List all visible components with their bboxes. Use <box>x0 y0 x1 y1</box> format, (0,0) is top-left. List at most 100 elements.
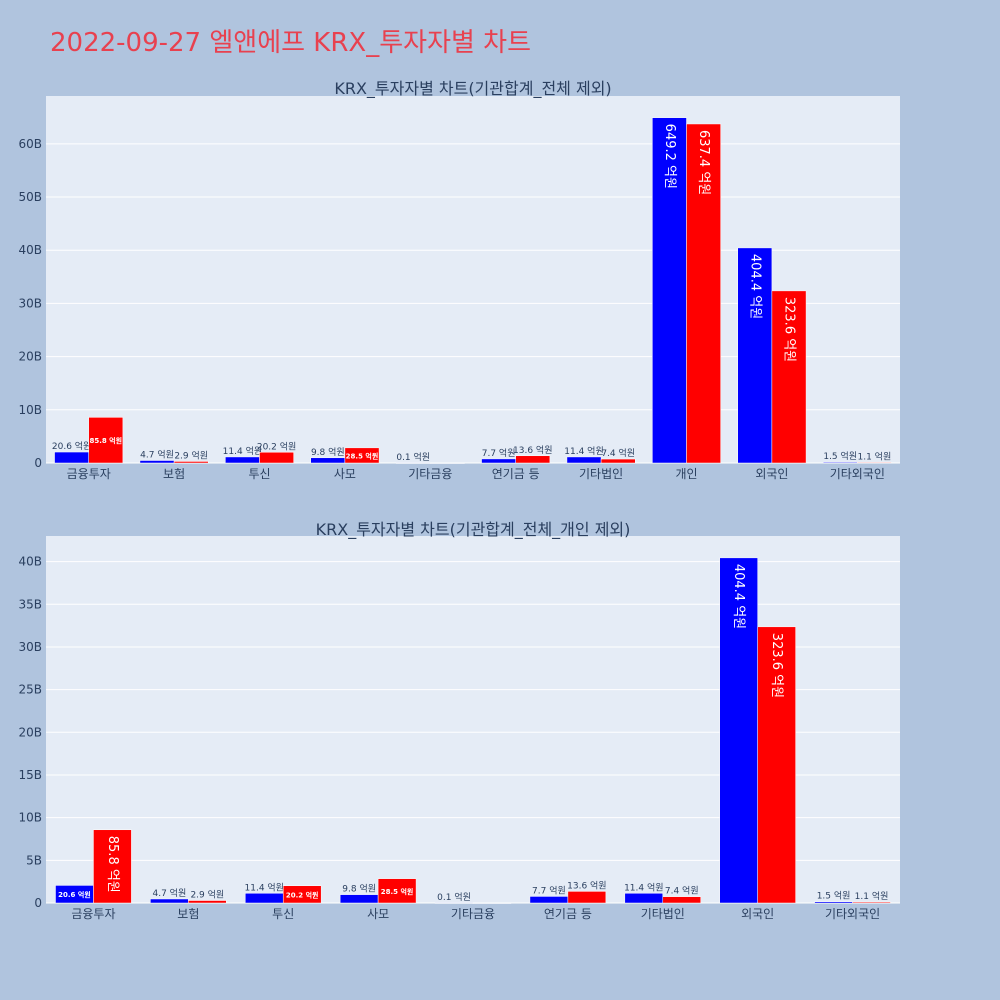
page-title: 2022-09-27 엘앤에프 KRX_투자자별 차트 <box>50 28 532 58</box>
y-tick-label: 10B <box>18 403 42 417</box>
x-tick-label: 기타법인 <box>641 907 685 921</box>
bar <box>434 902 474 904</box>
bar <box>188 900 227 904</box>
data-label: 20.2 억원 <box>257 440 296 452</box>
data-label: 1.1 억원 <box>858 450 892 462</box>
y-tick-label: 15B <box>18 768 42 782</box>
y-tick-label: 5B <box>26 853 42 867</box>
y-tick-label: 0 <box>34 456 42 470</box>
bar <box>771 290 807 464</box>
data-label: 85.8 억원 <box>105 836 120 893</box>
bar <box>852 901 891 904</box>
bar <box>173 461 209 464</box>
x-tick-label: 기타금융 <box>408 467 452 481</box>
bar <box>686 123 721 464</box>
data-label: 323.6 억원 <box>781 297 796 362</box>
data-label: 1.5 억원 <box>823 450 857 462</box>
x-tick-label: 기타금융 <box>451 907 495 921</box>
data-label: 404.4 억원 <box>747 254 762 319</box>
data-label: 0.1 억원 <box>396 451 430 463</box>
data-label: 9.8 억원 <box>342 883 376 895</box>
bar <box>757 626 796 904</box>
x-tick-label: 보험 <box>177 907 199 921</box>
x-tick-label: 기타외국인 <box>830 467 885 481</box>
data-label: 20.6 억원 <box>52 440 91 452</box>
y-tick-label: 25B <box>18 683 42 697</box>
bar <box>624 893 664 904</box>
y-tick-label: 20B <box>18 725 42 739</box>
data-label: 0.1 억원 <box>437 891 471 903</box>
data-label: 7.4 억원 <box>665 885 699 897</box>
bar <box>377 878 417 904</box>
data-label: 2.9 억원 <box>190 889 224 901</box>
y-tick-label: 0 <box>34 896 42 910</box>
chart-title: KRX_투자자별 차트(기관합계_전체 제외) <box>334 79 611 99</box>
x-tick-label: 보험 <box>163 467 185 481</box>
bar <box>245 893 284 904</box>
bar <box>339 894 379 904</box>
x-tick-label: 연기금 등 <box>492 467 540 481</box>
data-label: 11.4 억원 <box>245 881 284 893</box>
y-tick-label: 30B <box>18 296 42 310</box>
data-label: 637.4 억원 <box>696 130 711 195</box>
x-tick-label: 연기금 등 <box>544 907 592 921</box>
bar <box>814 901 853 904</box>
data-label: 85.8 억원 <box>89 436 122 445</box>
bar <box>472 902 512 904</box>
data-label: 323.6 억원 <box>769 633 784 698</box>
y-tick-label: 30B <box>18 640 42 654</box>
bar <box>344 447 380 464</box>
x-tick-label: 금융투자 <box>71 907 115 921</box>
bar <box>652 117 687 464</box>
data-label: 7.7 억원 <box>482 447 516 459</box>
data-label: 4.7 억원 <box>152 887 186 899</box>
y-tick-label: 50B <box>18 190 42 204</box>
x-tick-label: 기타외국인 <box>825 907 880 921</box>
bar <box>88 417 124 464</box>
data-label: 404.4 억원 <box>731 564 746 629</box>
bar <box>600 458 636 464</box>
bar <box>93 829 132 904</box>
x-tick-label: 사모 <box>367 907 389 921</box>
data-label: 13.6 억원 <box>513 444 552 456</box>
data-label: 20.6 억원 <box>58 890 91 899</box>
y-tick-label: 40B <box>18 555 42 569</box>
bar <box>150 898 189 904</box>
data-label: 2.9 억원 <box>174 449 208 461</box>
data-label: 11.4 억원 <box>624 881 663 893</box>
data-label: 7.7 억원 <box>532 884 566 896</box>
chart-title: KRX_투자자별 차트(기관합계_전체_개인 제외) <box>316 520 631 540</box>
data-label: 1.1 억원 <box>855 890 889 902</box>
y-tick-label: 35B <box>18 597 42 611</box>
x-tick-label: 개인 <box>675 467 697 481</box>
data-label: 1.5 억원 <box>817 890 851 902</box>
bar <box>857 462 892 464</box>
x-tick-label: 금융투자 <box>67 467 111 481</box>
data-label: 4.7 억원 <box>140 449 174 461</box>
bar <box>529 896 569 904</box>
x-tick-label: 기타법인 <box>579 467 623 481</box>
y-tick-label: 40B <box>18 243 42 257</box>
x-tick-label: 외국인 <box>741 907 774 921</box>
bar <box>515 455 551 464</box>
x-tick-label: 투신 <box>248 467 270 481</box>
bar <box>567 891 607 904</box>
bar <box>282 885 322 904</box>
data-label: 11.4 억원 <box>223 445 262 457</box>
data-label: 28.5 억원 <box>346 451 379 460</box>
x-tick-label: 사모 <box>334 467 356 481</box>
bar <box>737 247 773 464</box>
x-tick-label: 투신 <box>272 907 294 921</box>
data-label: 13.6 억원 <box>567 879 606 891</box>
bar <box>259 452 294 464</box>
y-tick-label: 10B <box>18 811 42 825</box>
data-label: 28.5 억원 <box>381 887 414 896</box>
bar <box>662 896 701 904</box>
data-label: 649.2 억원 <box>662 124 677 189</box>
data-label: 20.2 억원 <box>286 890 319 899</box>
y-tick-label: 20B <box>18 350 42 364</box>
x-tick-label: 외국인 <box>755 467 788 481</box>
y-tick-label: 60B <box>18 137 42 151</box>
data-label: 11.4 억원 <box>564 445 603 457</box>
